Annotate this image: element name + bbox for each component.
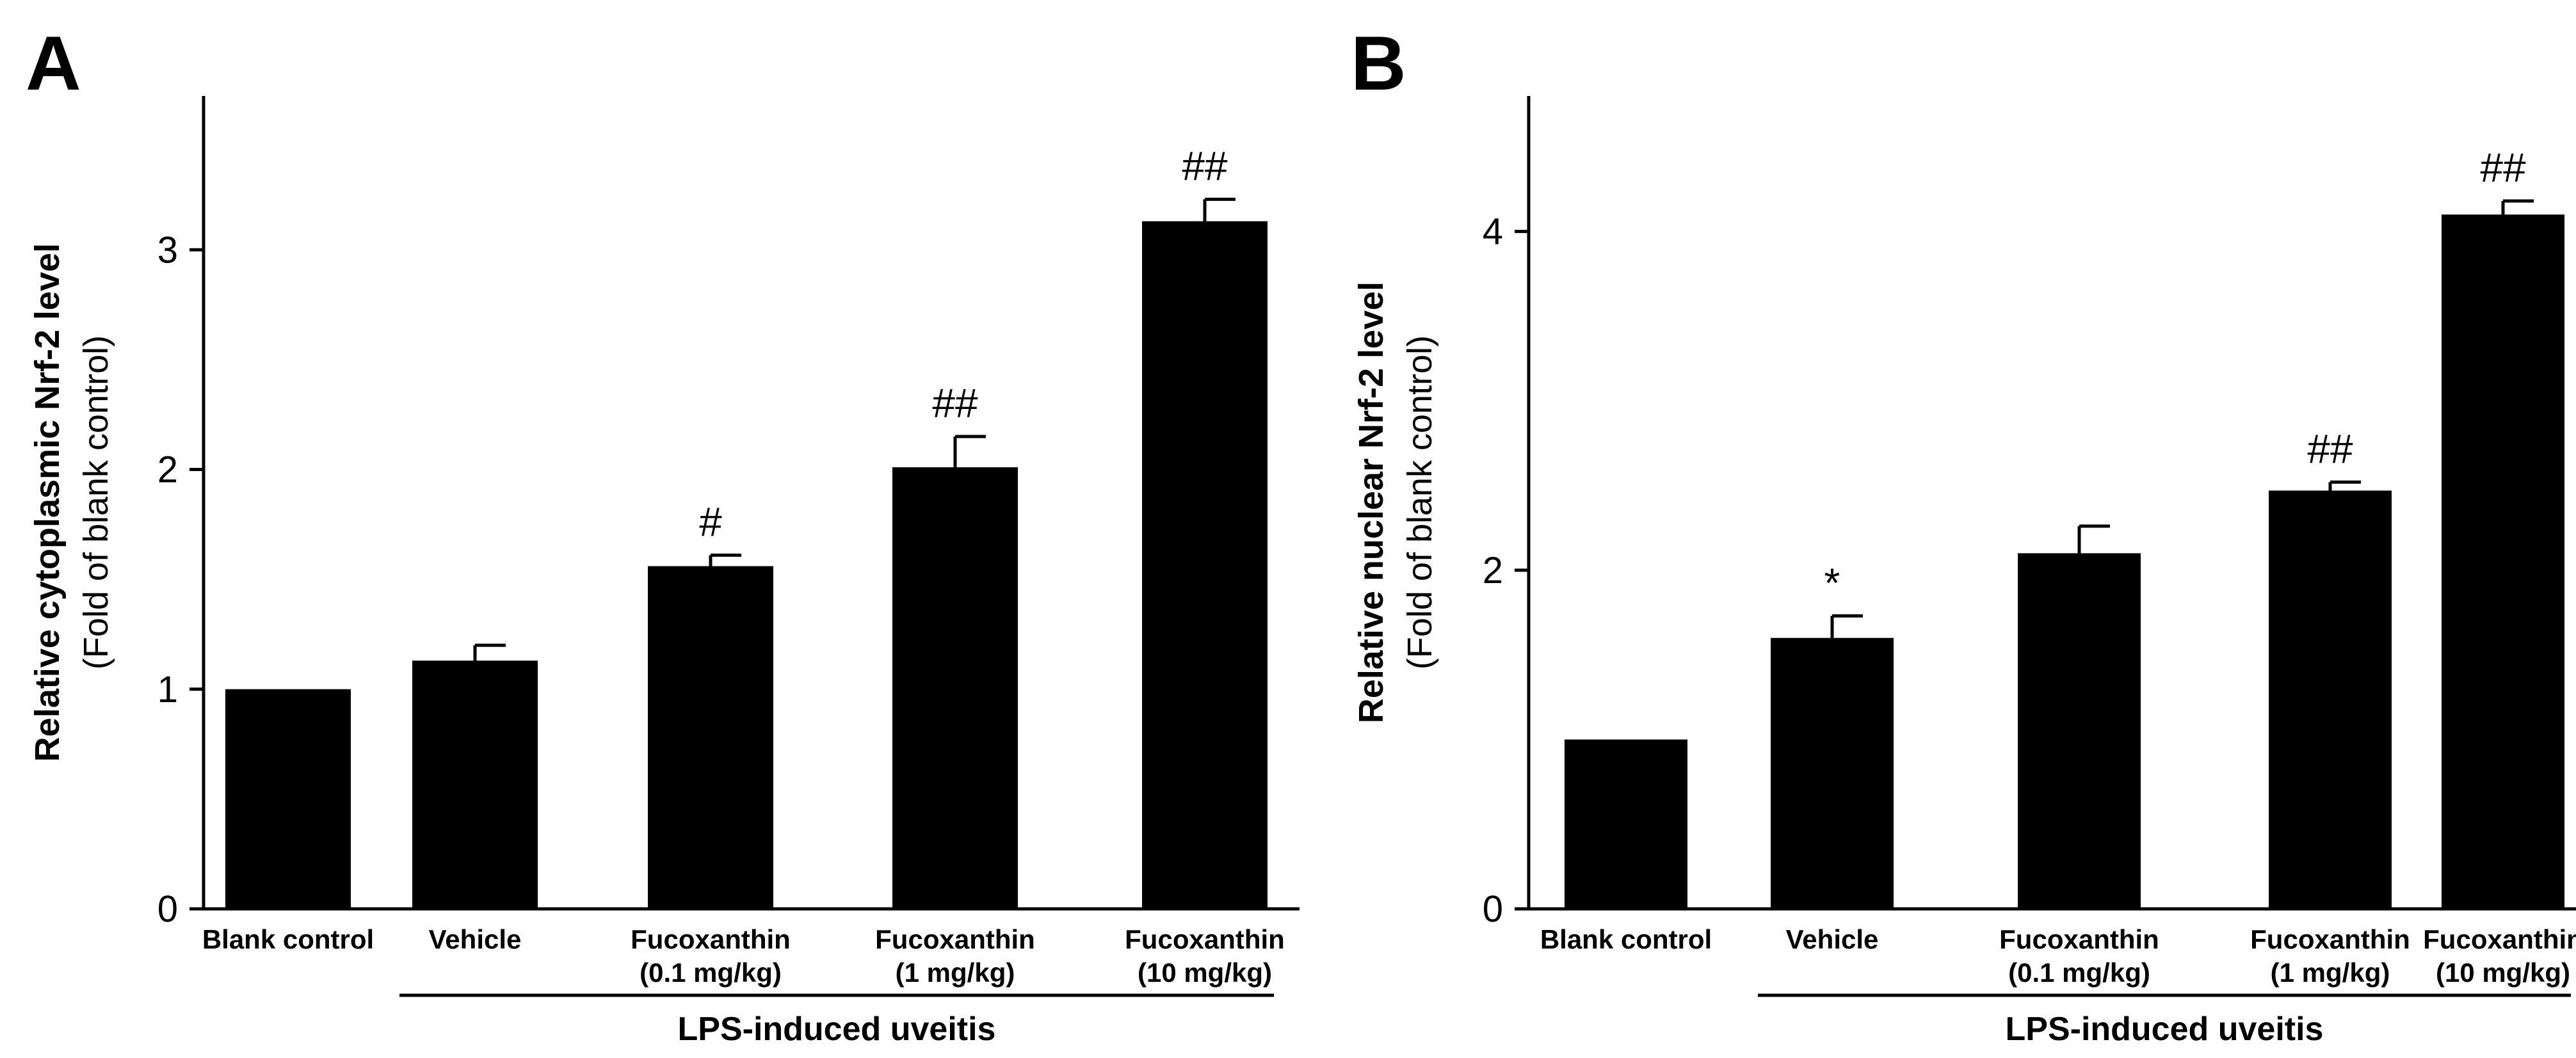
category-label: Fucoxanthin	[631, 924, 791, 954]
bar	[412, 661, 538, 909]
bar	[1142, 221, 1268, 909]
y-tick-label: 1	[157, 669, 178, 710]
category-label: Fucoxanthin	[875, 924, 1035, 954]
category-label: Fucoxanthin	[1999, 924, 2159, 954]
bar	[648, 566, 773, 909]
y-tick-label: 0	[157, 888, 178, 930]
category-label: (0.1 mg/kg)	[640, 958, 782, 988]
y-axis-subtitle: (Fold of blank control)	[1401, 335, 1439, 669]
panel-label: B	[1351, 20, 1406, 106]
group-label: LPS-induced uveitis	[2006, 1011, 2324, 1048]
group-label: LPS-induced uveitis	[678, 1011, 996, 1048]
category-label: (10 mg/kg)	[1138, 958, 1272, 988]
chart-panel-b: B 0 2 4 Relative nuclear Nrf-2 level (Fold of…	[1351, 20, 2576, 1048]
significance-label: ##	[2307, 426, 2353, 472]
y-axis-title: Relative nuclear Nrf-2 level	[1352, 282, 1390, 723]
significance-label: *	[1824, 559, 1840, 605]
y-tick-label: 3	[157, 229, 178, 271]
category-label: Fucoxanthin	[2423, 924, 2576, 954]
panel-label: A	[26, 20, 81, 106]
significance-label: #	[699, 499, 722, 545]
category-label: (1 mg/kg)	[2271, 958, 2390, 988]
significance-label: ##	[2480, 145, 2526, 191]
category-label: Fucoxanthin	[2250, 924, 2410, 954]
category-label: (0.1 mg/kg)	[2008, 958, 2150, 988]
bar	[2442, 214, 2564, 909]
category-label: Vehicle	[429, 924, 522, 954]
category-label: Fucoxanthin	[1125, 924, 1285, 954]
category-label: Blank control	[202, 924, 374, 954]
y-tick-label: 0	[1483, 888, 1503, 930]
significance-label: ##	[932, 380, 978, 426]
category-label: (1 mg/kg)	[896, 958, 1015, 988]
y-tick-label: 2	[157, 449, 178, 491]
bar	[1565, 739, 1687, 909]
category-label: Vehicle	[1786, 924, 1879, 954]
y-axis-title: Relative cytoplasmic Nrf-2 level	[28, 243, 67, 762]
chart-panel-a: A 0 1 2 3 Relative cytoplasmic Nrf-2 level (Fo…	[26, 20, 1300, 1048]
y-tick-label: 2	[1483, 550, 1503, 591]
category-label: Blank control	[1540, 924, 1712, 954]
bar	[2018, 553, 2141, 909]
bar	[892, 467, 1018, 909]
y-tick-label: 4	[1483, 211, 1503, 253]
bar	[2269, 490, 2392, 909]
bar	[225, 689, 351, 909]
significance-label: ##	[1182, 143, 1228, 189]
bar	[1771, 637, 1894, 909]
y-axis-subtitle: (Fold of blank control)	[77, 335, 115, 669]
category-label: (10 mg/kg)	[2436, 958, 2570, 988]
